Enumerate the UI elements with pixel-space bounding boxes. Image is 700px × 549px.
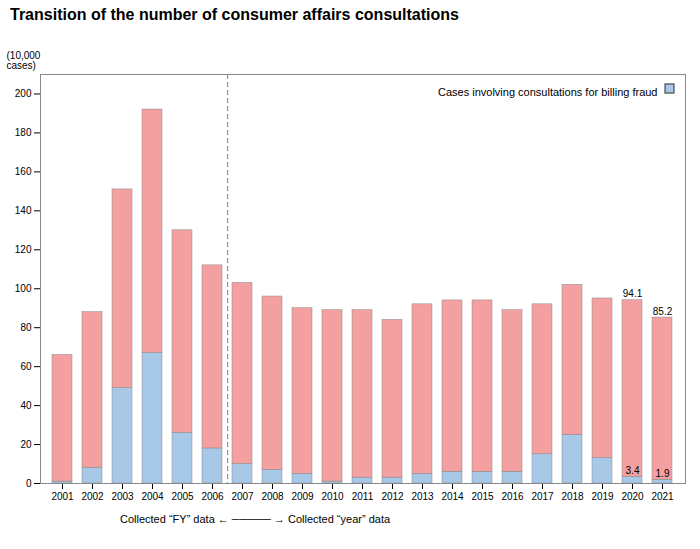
html-text:Transition of the number of co: Transition of the number of consumer aff… xyxy=(10,6,459,23)
svg-text:2007: 2007 xyxy=(231,491,254,502)
svg-text:2021: 2021 xyxy=(651,491,674,502)
svg-text:2014: 2014 xyxy=(441,491,464,502)
svg-text:160: 160 xyxy=(15,166,32,177)
svg-text:40: 40 xyxy=(20,400,32,411)
svg-text:94.1: 94.1 xyxy=(623,288,643,299)
svg-text:(10,000cases): (10,000cases) xyxy=(7,50,41,71)
svg-text:2011: 2011 xyxy=(352,491,374,502)
svg-text:20: 20 xyxy=(20,439,32,450)
svg-text:60: 60 xyxy=(20,361,32,372)
svg-text:1.9: 1.9 xyxy=(656,468,670,479)
svg-text:2002: 2002 xyxy=(81,491,104,502)
svg-text:2012: 2012 xyxy=(381,491,404,502)
svg-text:2005: 2005 xyxy=(171,491,194,502)
svg-text:2003: 2003 xyxy=(111,491,134,502)
html-text:Collected “FY” data ← ───── →: Collected “FY” data ← ───── → Collected … xyxy=(120,513,391,525)
svg-text:140: 140 xyxy=(15,205,32,216)
svg-text:2006: 2006 xyxy=(201,491,224,502)
svg-text:200: 200 xyxy=(15,88,32,99)
svg-text:2020: 2020 xyxy=(621,491,644,502)
svg-text:85.2: 85.2 xyxy=(653,306,673,317)
svg-text:2009: 2009 xyxy=(291,491,314,502)
svg-text:80: 80 xyxy=(20,322,32,333)
svg-text:2010: 2010 xyxy=(321,491,344,502)
svg-text:2001: 2001 xyxy=(51,491,74,502)
svg-text:3.4: 3.4 xyxy=(626,465,640,476)
svg-text:2004: 2004 xyxy=(141,491,164,502)
svg-text:Cases involving consultations: Cases involving consultations for billin… xyxy=(438,86,658,98)
svg-text:2008: 2008 xyxy=(261,491,284,502)
svg-text:180: 180 xyxy=(15,127,32,138)
svg-text:2015: 2015 xyxy=(471,491,494,502)
svg-text:100: 100 xyxy=(15,283,32,294)
svg-text:2019: 2019 xyxy=(591,491,614,502)
svg-text:2013: 2013 xyxy=(411,491,434,502)
svg-text:2017: 2017 xyxy=(531,491,554,502)
svg-text:0: 0 xyxy=(26,478,32,489)
svg-text:2018: 2018 xyxy=(561,491,584,502)
svg-text:120: 120 xyxy=(15,244,32,255)
svg-text:2016: 2016 xyxy=(501,491,524,502)
